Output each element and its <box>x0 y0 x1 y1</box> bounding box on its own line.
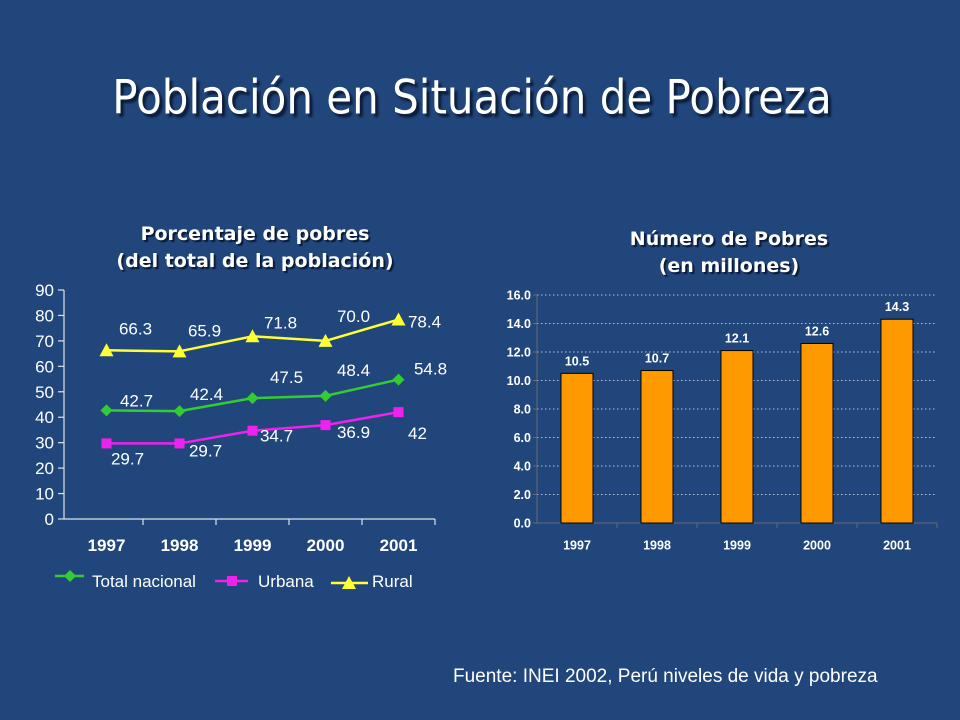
bar-value-label: 10.7 <box>645 352 669 366</box>
y-tick-label: 4.0 <box>514 460 531 474</box>
data-point-marker <box>173 405 186 418</box>
bar-1998 <box>640 370 674 524</box>
y-tick-label: 10 <box>35 485 54 504</box>
legend-marker <box>227 576 237 586</box>
slide-title: Población en Situación de Pobreza <box>92 70 852 125</box>
x-tick-label: 1997 <box>88 536 126 555</box>
y-tick-label: 0.0 <box>514 517 531 531</box>
y-tick-label: 14.0 <box>507 317 531 331</box>
y-tick-label: 20 <box>35 459 54 478</box>
line-chart-title: Porcentaje de pobres <box>140 223 370 245</box>
bar-value-label: 12.1 <box>725 332 749 346</box>
x-tick-label: 1999 <box>234 536 272 555</box>
bar-value-label: 12.6 <box>805 324 829 338</box>
data-point-marker <box>392 373 405 386</box>
legend-item: Rural <box>331 572 413 591</box>
legend-marker <box>342 576 356 589</box>
bar-value-label: 14.3 <box>885 300 909 314</box>
line-chart: 0 10 20 30 40 50 60 70 80 90 1997 1998 1999 2000 2001 4… <box>35 281 447 591</box>
bar-chart-heading: Número de Pobres (en millones) <box>569 226 889 280</box>
legend-item: Urbana <box>215 572 314 591</box>
data-label: 70.0 <box>337 307 370 326</box>
x-tick-label: 2000 <box>307 536 345 555</box>
data-label: 78.4 <box>408 313 441 332</box>
data-label: 54.8 <box>414 360 447 379</box>
line-chart-subtitle: (del total de la población) <box>116 250 394 272</box>
legend: Total nacional Urbana Rural <box>55 570 413 591</box>
y-tick-label: 0 <box>45 510 54 529</box>
y-tick-label: 2.0 <box>514 488 531 502</box>
data-point-marker <box>318 333 333 347</box>
bar-chart: 0.0 2.0 4.0 6.0 8.0 10.0 12.0 14.0 16.0 10.5 10.7 1… <box>507 289 938 553</box>
slide-title-text: Población en Situación de Pobreza <box>112 70 832 125</box>
data-label: 66.3 <box>119 319 152 338</box>
y-tick-label: 8.0 <box>514 403 531 417</box>
line-chart-heading: Porcentaje de pobres (del total de la po… <box>95 221 415 275</box>
x-tick-label: 1998 <box>161 536 199 555</box>
x-tick-label: 1999 <box>723 539 751 553</box>
data-label: 42 <box>408 424 427 443</box>
y-tick-label: 60 <box>35 357 54 376</box>
data-point-marker <box>100 404 113 417</box>
x-tick-label: 2000 <box>803 539 831 553</box>
data-point-marker <box>393 407 404 418</box>
y-tick-label: 30 <box>35 434 54 453</box>
bar-value-label: 10.5 <box>565 354 589 368</box>
y-tick-label: 6.0 <box>514 431 531 445</box>
x-tick-label: 2001 <box>883 539 911 553</box>
data-label: 71.8 <box>264 313 297 332</box>
source-note: Fuente: INEI 2002, Perú niveles de vida … <box>453 666 878 687</box>
bar-chart-title: Número de Pobres <box>629 228 829 250</box>
bar-1997 <box>560 372 594 524</box>
data-point-marker <box>245 329 260 343</box>
x-tick-label: 2001 <box>380 536 418 555</box>
x-tick-label: 1997 <box>563 539 591 553</box>
legend-marker <box>64 570 76 582</box>
data-label: 65.9 <box>188 321 221 340</box>
series-total-nacional: 42.7 42.4 47.5 48.4 54.8 <box>100 360 447 418</box>
data-point-marker <box>101 438 112 449</box>
data-point-marker <box>319 389 332 402</box>
y-tick-label: 12.0 <box>507 346 531 360</box>
series-urbana: 29.7 29.7 34.7 36.9 42 <box>101 407 427 468</box>
bar-2001 <box>880 318 914 524</box>
data-label: 48.4 <box>337 361 370 380</box>
data-point-marker <box>174 438 185 449</box>
x-tick-label: 1998 <box>643 539 671 553</box>
legend-label: Urbana <box>258 572 314 591</box>
y-tick-label: 70 <box>35 332 54 351</box>
data-label: 29.7 <box>189 441 222 460</box>
data-point-marker <box>99 343 114 357</box>
data-point-marker <box>391 312 406 326</box>
data-point-marker <box>172 344 187 358</box>
data-point-marker <box>247 425 258 436</box>
data-point-marker <box>246 392 259 405</box>
series-rural: 66.3 65.9 71.8 70.0 78.4 <box>99 307 441 358</box>
y-tick-label: 50 <box>35 383 54 402</box>
legend-label: Total nacional <box>92 572 196 591</box>
data-label: 29.7 <box>111 449 144 468</box>
data-point-marker <box>320 420 331 431</box>
y-tick-label: 16.0 <box>507 289 531 303</box>
bar-2000 <box>800 342 834 524</box>
y-tick-label: 90 <box>35 281 54 300</box>
y-tick-label: 40 <box>35 408 54 427</box>
legend-label: Rural <box>372 572 413 591</box>
data-label: 34.7 <box>260 427 293 446</box>
data-label: 42.4 <box>190 385 223 404</box>
y-tick-label: 80 <box>35 306 54 325</box>
data-label: 36.9 <box>337 423 370 442</box>
y-tick-label: 10.0 <box>507 374 531 388</box>
bar-1999 <box>720 350 754 524</box>
data-label: 47.5 <box>270 368 303 387</box>
legend-item: Total nacional <box>55 570 196 591</box>
data-label: 42.7 <box>120 391 153 410</box>
bar-chart-subtitle: (en millones) <box>658 255 800 277</box>
